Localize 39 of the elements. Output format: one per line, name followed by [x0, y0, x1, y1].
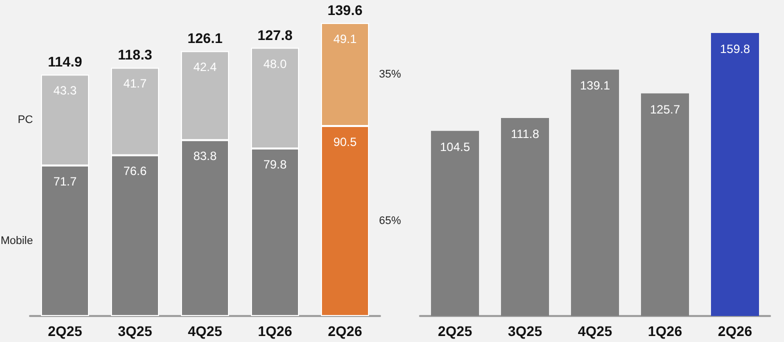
total-label: 139.6	[327, 2, 363, 18]
data-label: 48.0	[263, 56, 287, 71]
data-label: 139.1	[580, 78, 610, 93]
x-tick-label: 2Q26	[328, 323, 362, 339]
data-label: 49.1	[333, 32, 357, 46]
data-label: 43.3	[53, 84, 77, 98]
total-label: 114.9	[48, 54, 82, 70]
data-label: 83.8	[193, 149, 217, 164]
bar	[501, 118, 549, 316]
x-tick-label: 2Q25	[438, 323, 472, 339]
data-label: 42.4	[193, 60, 217, 74]
bar	[641, 93, 689, 316]
data-label: 79.8	[263, 158, 287, 172]
total-label: 126.1	[187, 30, 223, 46]
x-tick-label: 2Q26	[718, 323, 752, 339]
x-tick-label: 4Q25	[188, 323, 222, 339]
total-label: 127.8	[257, 26, 293, 43]
x-tick-label: 1Q26	[258, 323, 292, 339]
data-label: 76.6	[123, 164, 147, 178]
x-tick-label: 1Q26	[648, 323, 682, 339]
x-tick-label: 3Q25	[508, 323, 542, 339]
x-tick-label: 4Q25	[578, 323, 612, 339]
data-label: 125.7	[650, 102, 680, 116]
total-label: 118.3	[118, 46, 152, 63]
data-label: 90.5	[333, 135, 357, 150]
data-label: 104.5	[440, 140, 470, 154]
data-label: 159.8	[720, 42, 750, 56]
bar	[571, 70, 619, 316]
series-label: PC	[18, 114, 34, 126]
series-label: Mobile	[0, 234, 33, 247]
data-label: 41.7	[123, 76, 147, 91]
x-tick-label: 3Q25	[118, 323, 152, 339]
bar	[711, 33, 759, 316]
annotation: 35%	[379, 68, 402, 81]
x-tick-label: 2Q25	[48, 323, 82, 339]
data-label: 111.8	[510, 127, 540, 142]
data-label: 71.7	[53, 174, 77, 189]
annotation: 65%	[379, 215, 402, 228]
bar	[431, 130, 479, 316]
